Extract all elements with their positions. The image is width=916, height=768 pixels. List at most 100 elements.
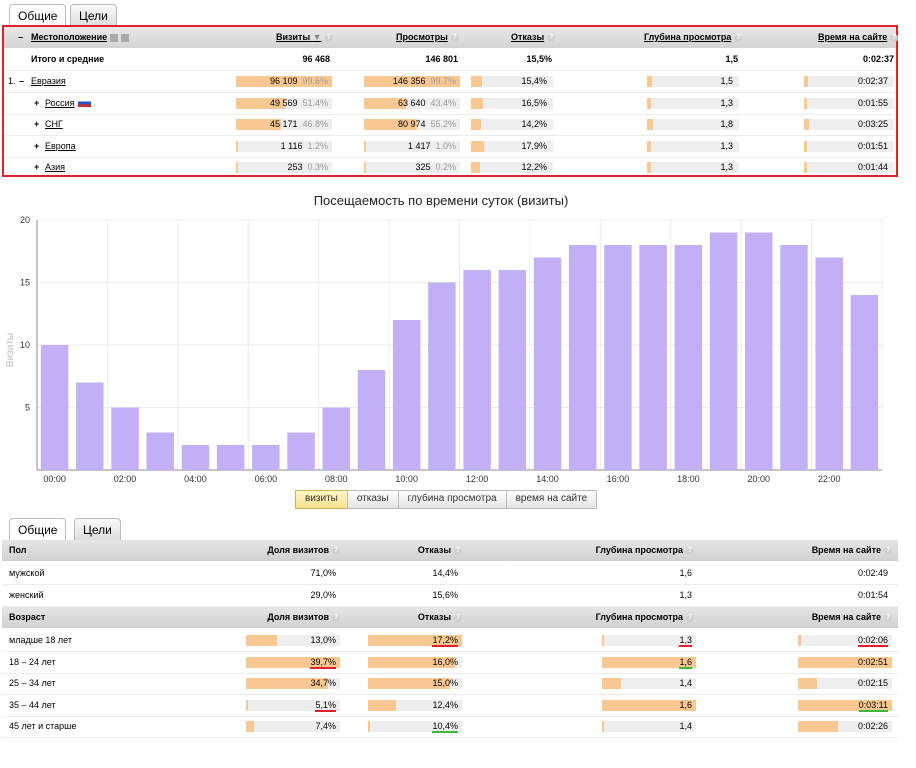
bar-hour-15[interactable] bbox=[568, 245, 597, 470]
help-icon[interactable]: ? bbox=[734, 33, 743, 42]
bar-hour-16[interactable] bbox=[604, 245, 632, 470]
time-bar bbox=[804, 162, 894, 173]
header-share-label: Доля визитов bbox=[267, 545, 329, 555]
header-time[interactable]: Время на сайте? bbox=[818, 27, 899, 48]
header-views[interactable]: Просмотры? bbox=[396, 27, 459, 48]
tab-goals-bottom[interactable]: Цели bbox=[74, 518, 121, 541]
bar-hour-10[interactable] bbox=[392, 320, 421, 470]
help-icon[interactable]: ? bbox=[324, 33, 333, 42]
x-tick-label: 20:00 bbox=[748, 474, 771, 484]
time-number: 0:02:49 bbox=[857, 568, 888, 578]
help-icon[interactable]: ? bbox=[890, 33, 899, 42]
help-icon[interactable]: ? bbox=[332, 613, 340, 622]
bar-hour-20[interactable] bbox=[745, 232, 773, 471]
header-visits[interactable]: Визиты ▼? bbox=[276, 27, 333, 48]
help-icon[interactable]: ? bbox=[686, 613, 694, 622]
bar-hour-12[interactable] bbox=[463, 270, 491, 470]
bar-hour-00[interactable] bbox=[40, 345, 69, 470]
share-value: 71,0% bbox=[246, 563, 336, 584]
metric-time-button[interactable]: время на сайте bbox=[505, 490, 598, 509]
time-bar bbox=[798, 721, 892, 732]
collapse-all-toggle[interactable]: – bbox=[18, 32, 24, 42]
bar-hour-07[interactable] bbox=[287, 432, 315, 471]
bar-hour-23[interactable] bbox=[850, 295, 879, 470]
bar-hour-22[interactable] bbox=[815, 257, 843, 471]
header-share: Доля визитов? bbox=[228, 540, 340, 561]
collapse-toggle[interactable]: – bbox=[19, 76, 25, 86]
metric-visits-button[interactable]: визиты bbox=[295, 490, 348, 509]
expand-toggle[interactable]: + bbox=[34, 119, 40, 129]
expand-toggle[interactable]: + bbox=[34, 140, 40, 151]
bar-hour-18[interactable] bbox=[674, 245, 703, 470]
list-view-icon[interactable] bbox=[110, 33, 119, 42]
region-link[interactable]: Евразия bbox=[31, 71, 66, 92]
help-icon[interactable]: ? bbox=[884, 613, 892, 622]
bar-hour-14[interactable] bbox=[533, 257, 562, 471]
region-name: СНГ bbox=[45, 119, 63, 129]
help-icon[interactable]: ? bbox=[686, 546, 694, 555]
geo-table-header: – Местоположение Визиты ▼? Просмотры? От… bbox=[4, 27, 899, 48]
help-icon[interactable]: ? bbox=[454, 546, 462, 555]
bar-hour-06[interactable] bbox=[252, 445, 280, 470]
time-value: 0:03:11 bbox=[798, 695, 888, 716]
expand-toggle[interactable]: + bbox=[34, 97, 40, 108]
bar-hour-13[interactable] bbox=[498, 270, 527, 470]
visits-bar bbox=[236, 119, 332, 130]
header-depth[interactable]: Глубина просмотра? bbox=[644, 27, 743, 48]
bar-hour-02[interactable] bbox=[111, 407, 139, 471]
time-number: 0:03:25 bbox=[857, 119, 888, 129]
row-number: 1. bbox=[8, 76, 16, 86]
bounces-bar-fill bbox=[368, 699, 397, 711]
views-value: 1 417 1.0% bbox=[364, 136, 456, 157]
depth-value: 1,4 bbox=[602, 716, 692, 737]
tab-goals[interactable]: Цели bbox=[70, 4, 117, 27]
depth-bar bbox=[602, 656, 696, 668]
depth-value: 1,3 bbox=[647, 157, 733, 178]
bar-hour-05[interactable] bbox=[216, 445, 245, 470]
region-link[interactable]: Азия bbox=[45, 157, 65, 178]
bar-hour-01[interactable] bbox=[76, 382, 104, 471]
metric-depth-button[interactable]: глубина просмотра bbox=[397, 490, 507, 509]
depth-value: 1,3 bbox=[602, 585, 692, 606]
share-value: 29,0% bbox=[246, 585, 336, 606]
bounces-value: 15,4% bbox=[471, 71, 547, 92]
help-icon[interactable]: ? bbox=[884, 546, 892, 555]
time-bar bbox=[798, 699, 892, 711]
expand-toggle[interactable]: + bbox=[34, 162, 40, 172]
help-icon[interactable]: ? bbox=[547, 33, 556, 42]
bar-hour-19[interactable] bbox=[709, 232, 738, 471]
bar-hour-11[interactable] bbox=[428, 282, 456, 471]
region-link[interactable]: СНГ bbox=[45, 114, 63, 135]
tab-general[interactable]: Общие bbox=[9, 4, 67, 27]
help-icon[interactable]: ? bbox=[450, 33, 459, 42]
bar-hour-21[interactable] bbox=[780, 245, 808, 470]
bounces-value: 12,4% bbox=[368, 695, 458, 716]
metric-bounces-button[interactable]: отказы bbox=[346, 490, 399, 509]
header-time: Время на сайте? bbox=[772, 540, 892, 561]
bar-hour-09[interactable] bbox=[357, 370, 386, 470]
header-time: Время на сайте? bbox=[772, 607, 892, 628]
depth-bar-fill bbox=[602, 699, 696, 711]
help-icon[interactable]: ? bbox=[454, 613, 462, 622]
bar-hour-08[interactable] bbox=[322, 407, 351, 471]
time-value: 0:01:54 bbox=[798, 585, 888, 606]
region-link[interactable]: Европа bbox=[45, 136, 76, 157]
hourly-visits-chart: 5 10 15 20 00:00 02:00 04:00 06:00 08:00 10:00 12:… bbox=[5, 215, 883, 484]
age-table: Возраст Доля визитов? Отказы? Глубина пр… bbox=[2, 607, 898, 741]
bar-hour-17[interactable] bbox=[639, 245, 667, 470]
bar-hour-03[interactable] bbox=[146, 432, 174, 471]
time-bar bbox=[804, 76, 894, 87]
bounces-value: 15,6% bbox=[368, 585, 458, 606]
header-bounces[interactable]: Отказы? bbox=[511, 27, 556, 48]
share-number: 29,0% bbox=[310, 589, 336, 600]
share-value: 7,4% bbox=[246, 716, 336, 737]
header-location[interactable]: Местоположение bbox=[31, 27, 130, 48]
tree-view-icon[interactable] bbox=[121, 33, 130, 42]
bar-hour-04[interactable] bbox=[181, 445, 210, 470]
time-number: 0:02:37 bbox=[857, 76, 888, 86]
visits-bar bbox=[236, 140, 332, 152]
tab-general-bottom[interactable]: Общие bbox=[9, 518, 67, 541]
help-icon[interactable]: ? bbox=[332, 546, 340, 555]
region-link[interactable]: Россия bbox=[45, 93, 91, 114]
depth-number: 1,3 bbox=[679, 589, 692, 600]
